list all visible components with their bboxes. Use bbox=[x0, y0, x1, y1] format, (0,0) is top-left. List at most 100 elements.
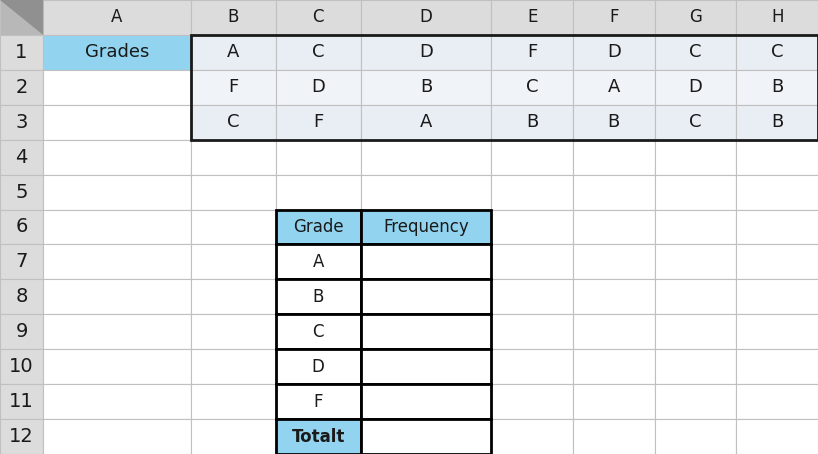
Bar bbox=[276, 279, 361, 314]
Bar bbox=[654, 0, 736, 35]
Bar bbox=[43, 384, 191, 419]
Bar bbox=[191, 279, 276, 314]
Bar bbox=[191, 210, 276, 244]
Bar bbox=[191, 140, 276, 175]
Bar bbox=[43, 349, 191, 384]
Bar bbox=[276, 314, 361, 349]
Bar bbox=[0, 279, 43, 314]
Bar bbox=[736, 244, 818, 279]
Bar bbox=[43, 0, 191, 35]
Bar bbox=[573, 244, 654, 279]
Bar bbox=[361, 210, 492, 244]
Bar bbox=[0, 244, 43, 279]
Bar bbox=[361, 419, 492, 454]
Bar bbox=[43, 419, 191, 454]
Text: E: E bbox=[527, 9, 537, 26]
Bar bbox=[573, 35, 654, 70]
Bar bbox=[492, 314, 573, 349]
Bar bbox=[654, 384, 736, 419]
Text: A: A bbox=[227, 44, 240, 61]
Text: 3: 3 bbox=[16, 113, 28, 132]
Bar bbox=[0, 419, 43, 454]
Bar bbox=[0, 210, 43, 244]
Text: A: A bbox=[312, 253, 324, 271]
Bar bbox=[276, 175, 361, 210]
Bar bbox=[654, 419, 736, 454]
Bar bbox=[0, 314, 43, 349]
Text: Grade: Grade bbox=[293, 218, 344, 236]
Text: 12: 12 bbox=[9, 427, 34, 446]
Bar bbox=[43, 140, 191, 175]
Bar bbox=[492, 0, 573, 35]
Bar bbox=[276, 210, 361, 244]
Bar bbox=[276, 244, 361, 279]
Bar bbox=[736, 175, 818, 210]
Text: C: C bbox=[312, 9, 324, 26]
Text: 4: 4 bbox=[16, 148, 28, 167]
Text: Totalt: Totalt bbox=[291, 428, 345, 445]
Bar bbox=[43, 314, 191, 349]
Bar bbox=[654, 349, 736, 384]
Bar bbox=[0, 140, 43, 175]
Text: 11: 11 bbox=[9, 392, 34, 411]
Bar bbox=[736, 210, 818, 244]
Text: F: F bbox=[609, 9, 618, 26]
Bar bbox=[361, 314, 492, 349]
Bar bbox=[361, 35, 492, 70]
Bar bbox=[573, 0, 654, 35]
Bar bbox=[573, 349, 654, 384]
Text: G: G bbox=[689, 9, 702, 26]
Bar bbox=[191, 35, 276, 70]
Bar bbox=[654, 175, 736, 210]
Bar bbox=[0, 0, 43, 35]
Bar bbox=[361, 140, 492, 175]
Bar bbox=[0, 105, 43, 140]
Text: A: A bbox=[608, 78, 620, 96]
Bar bbox=[492, 175, 573, 210]
Bar bbox=[492, 419, 573, 454]
Bar bbox=[361, 314, 492, 349]
Text: C: C bbox=[227, 113, 240, 131]
Bar bbox=[361, 175, 492, 210]
Bar bbox=[361, 349, 492, 384]
Bar bbox=[573, 210, 654, 244]
Bar bbox=[736, 279, 818, 314]
Bar bbox=[492, 140, 573, 175]
Text: B: B bbox=[608, 113, 620, 131]
Bar bbox=[276, 349, 361, 384]
Bar bbox=[573, 279, 654, 314]
Bar bbox=[276, 279, 361, 314]
Bar bbox=[191, 314, 276, 349]
Bar bbox=[492, 35, 573, 70]
Text: F: F bbox=[228, 78, 238, 96]
Bar bbox=[191, 105, 276, 140]
Bar bbox=[492, 384, 573, 419]
Text: D: D bbox=[689, 78, 703, 96]
Text: Grades: Grades bbox=[85, 44, 149, 61]
Bar bbox=[492, 70, 573, 105]
Bar bbox=[736, 105, 818, 140]
Bar bbox=[654, 35, 736, 70]
Bar bbox=[191, 35, 818, 140]
Text: H: H bbox=[771, 9, 784, 26]
Bar bbox=[191, 175, 276, 210]
Bar bbox=[191, 244, 276, 279]
Bar bbox=[492, 349, 573, 384]
Bar bbox=[573, 105, 654, 140]
Text: 1: 1 bbox=[16, 43, 28, 62]
Bar bbox=[361, 244, 492, 279]
Text: 5: 5 bbox=[16, 183, 28, 202]
Bar bbox=[43, 35, 191, 70]
Bar bbox=[573, 70, 654, 105]
Text: C: C bbox=[771, 44, 784, 61]
Text: B: B bbox=[420, 78, 432, 96]
Bar bbox=[654, 140, 736, 175]
Bar bbox=[0, 349, 43, 384]
Text: C: C bbox=[526, 78, 538, 96]
Bar bbox=[191, 0, 276, 35]
Bar bbox=[191, 384, 276, 419]
Bar bbox=[43, 175, 191, 210]
Text: Frequency: Frequency bbox=[383, 218, 469, 236]
Bar bbox=[736, 140, 818, 175]
Bar bbox=[736, 349, 818, 384]
